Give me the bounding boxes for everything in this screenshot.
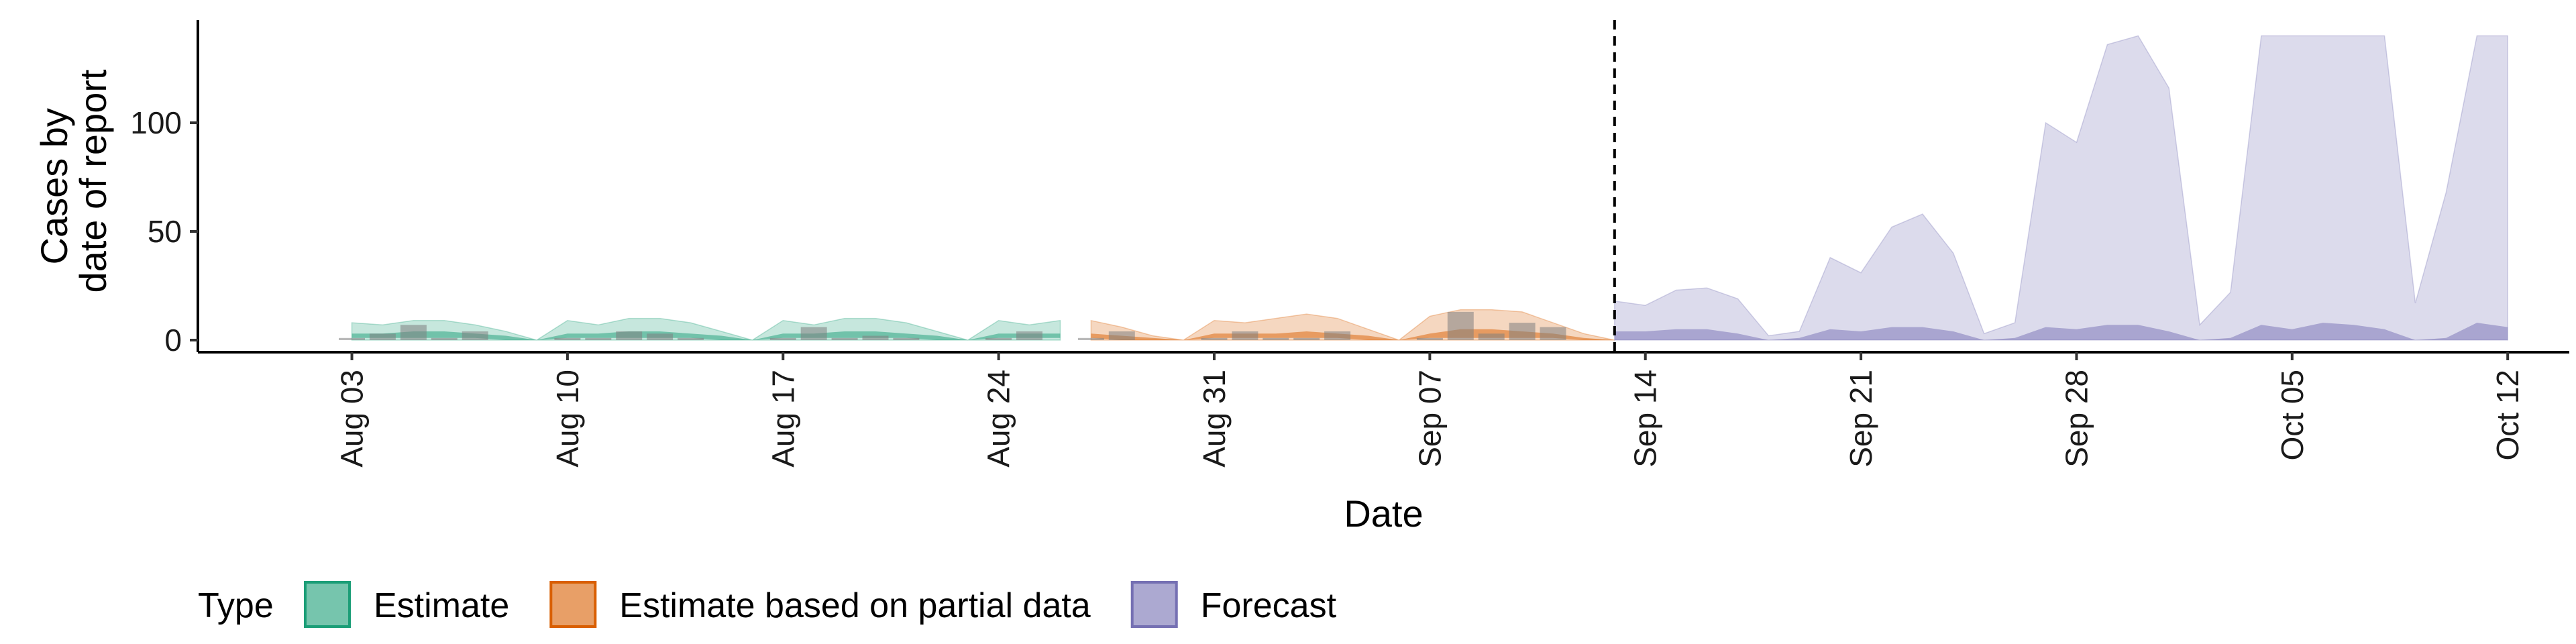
y-axis-title: Cases by date of report [33, 69, 114, 293]
observed-bar [1077, 337, 1104, 340]
x-tick-label: Oct 12 [2490, 370, 2525, 461]
observed-bar [369, 333, 396, 340]
y-tick-label: 50 [148, 214, 182, 249]
estimate-based-on-partial-data-legend-label: Estimate based on partial data [619, 586, 1091, 625]
estimate-legend-label: Estimate [374, 586, 509, 625]
observed-bar [431, 337, 458, 340]
observed-bar [554, 337, 581, 340]
observed-bar [678, 337, 704, 340]
x-tick-label: Sep 14 [1628, 370, 1663, 468]
observed-bar [1232, 331, 1258, 340]
y-tick-label: 100 [130, 105, 182, 140]
observed-bar [1540, 327, 1566, 340]
legend-title: Type [198, 586, 274, 625]
x-tick-label: Aug 17 [765, 370, 800, 468]
y-tick-label: 0 [164, 323, 182, 358]
observed-bar [1447, 311, 1474, 340]
observed-bar [1201, 337, 1228, 340]
x-tick-label: Aug 10 [550, 370, 585, 468]
observed-bar [462, 331, 488, 340]
observed-bar [893, 337, 920, 340]
uncertainty-bands [351, 35, 2508, 341]
observed-bar [1416, 337, 1443, 340]
observed-bar [400, 325, 427, 340]
observed-bar [1509, 323, 1536, 340]
y-axis-title-line-1: Cases by [33, 108, 75, 264]
observed-bar [862, 335, 889, 340]
y-axis-title-line-2: date of report [72, 69, 114, 293]
observed-bar [985, 337, 1012, 340]
forecast-legend-label: Forecast [1201, 586, 1337, 625]
observed-bar [1478, 333, 1505, 340]
observed-bar [1293, 337, 1320, 340]
observed-bar [1263, 337, 1289, 340]
x-tick-label: Oct 05 [2275, 370, 2310, 461]
forecast-band-90 [1614, 35, 2508, 341]
x-tick-label: Aug 24 [981, 370, 1016, 468]
observed-bar [616, 331, 643, 340]
x-tick-label: Sep 07 [1412, 370, 1447, 468]
observed-bar [585, 337, 612, 340]
observed-bar [339, 337, 365, 340]
forecast-band-50 [1614, 323, 2508, 340]
x-axis-title: Date [1344, 492, 1423, 535]
axes: 0 50 100 Aug 03 Aug 10 Aug 17 Aug 24 Aug 31 Sep … [130, 20, 2569, 468]
observed-bar [1324, 331, 1351, 340]
observed-bar [1108, 331, 1135, 340]
observed-bar [769, 337, 796, 340]
x-tick-label: Aug 03 [335, 370, 370, 468]
legend: Type Estimate Estimate based on partial d… [198, 581, 1337, 628]
x-tick-label: Sep 28 [2059, 370, 2094, 468]
x-tick-label: Aug 31 [1197, 370, 1232, 468]
estimate-based-on-partial-data-legend-key [549, 581, 597, 628]
estimate-legend-key [304, 581, 351, 628]
observed-bar [831, 337, 858, 340]
observed-bars [339, 311, 1566, 340]
observed-bar [647, 333, 674, 340]
x-tick-label: Sep 21 [1843, 370, 1878, 468]
observed-bar [800, 327, 827, 340]
observed-bar [1016, 331, 1042, 340]
forecast-legend-key [1130, 581, 1178, 628]
